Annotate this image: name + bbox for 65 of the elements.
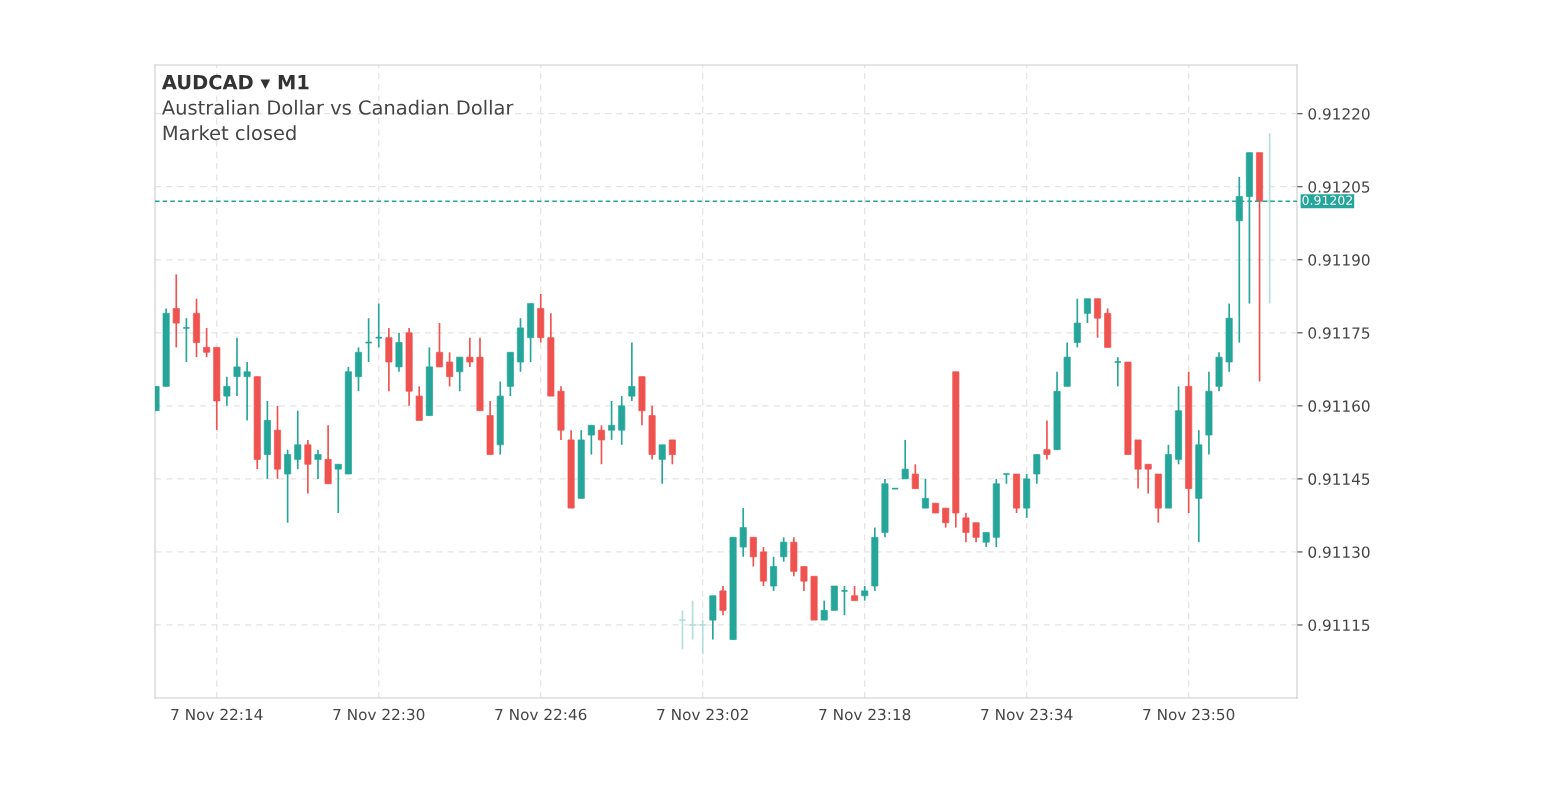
candlestick — [942, 507, 950, 529]
candlestick — [243, 361, 251, 422]
x-tick-label: 7 Nov 22:46 — [495, 708, 587, 721]
candlestick — [233, 336, 241, 397]
candlestick — [962, 512, 970, 544]
candlestick — [770, 555, 778, 592]
candlestick — [304, 439, 312, 495]
candlestick — [172, 273, 180, 349]
candlestick — [1113, 356, 1122, 388]
chart-title: AUDCAD ▾ M1 — [161, 74, 309, 90]
candlestick — [334, 463, 342, 514]
x-tick-label: 7 Nov 22:30 — [333, 708, 425, 721]
candlestick — [182, 317, 191, 363]
y-tick-label: 0.91130 — [1308, 546, 1370, 558]
x-tick-label: 7 Nov 23:02 — [657, 708, 748, 721]
candlestick — [820, 599, 828, 621]
candlestick — [1073, 297, 1081, 349]
candlestick — [698, 619, 707, 656]
candlestick — [1033, 453, 1041, 485]
candlestick — [901, 439, 909, 480]
y-tick-label: 0.91175 — [1308, 327, 1370, 339]
candlestick — [800, 565, 808, 592]
candlestick — [840, 585, 849, 617]
candlestick — [587, 424, 595, 456]
candlestick — [780, 536, 788, 563]
y-tick-label: 0.91115 — [1308, 619, 1370, 631]
candlestick — [597, 424, 605, 466]
candlestick — [911, 463, 919, 490]
candlestick — [688, 599, 697, 641]
candlestick — [678, 609, 687, 651]
candlestick — [374, 302, 383, 349]
candlestick — [749, 536, 757, 568]
candlestick — [658, 443, 666, 485]
candlestick — [739, 507, 747, 558]
candlestick — [628, 341, 636, 402]
candlestick — [446, 351, 454, 388]
x-tick-label: 7 Nov 23:34 — [981, 708, 1073, 721]
candlestick — [1094, 297, 1102, 339]
y-tick-label: 0.91205 — [1308, 181, 1370, 193]
candlestick — [921, 478, 929, 509]
x-tick-label: 7 Nov 23:18 — [819, 708, 911, 721]
candlestick — [1043, 419, 1051, 461]
candlestick — [456, 356, 464, 393]
candlestick — [466, 336, 474, 368]
candlestick — [608, 400, 616, 441]
candlestick — [203, 327, 211, 358]
candlestick — [294, 409, 302, 470]
annotation: Market closed — [163, 125, 296, 141]
candlestick — [314, 448, 322, 480]
candlestick — [668, 439, 676, 466]
candlestick — [719, 585, 727, 617]
candlestick — [223, 375, 231, 407]
candlestick — [284, 448, 292, 524]
y-tick-label: 0.91220 — [1308, 108, 1370, 120]
ref-line-label: 0.91202 — [1302, 195, 1353, 205]
x-tick-label: 7 Nov 22:14 — [171, 708, 263, 721]
text: Australian Dollar vs Canadian Dollar — [162, 99, 514, 115]
candlestick — [1083, 297, 1091, 324]
y-tick-label: 0.91145 — [1308, 473, 1370, 485]
y-tick-label: 0.91160 — [1308, 400, 1370, 412]
candlestick — [436, 322, 443, 368]
candlestick — [1144, 463, 1152, 495]
candlestick — [972, 521, 980, 544]
y-tick-label: 0.91190 — [1308, 254, 1370, 266]
x-tick-label: 7 Nov 23:50 — [1143, 708, 1235, 721]
